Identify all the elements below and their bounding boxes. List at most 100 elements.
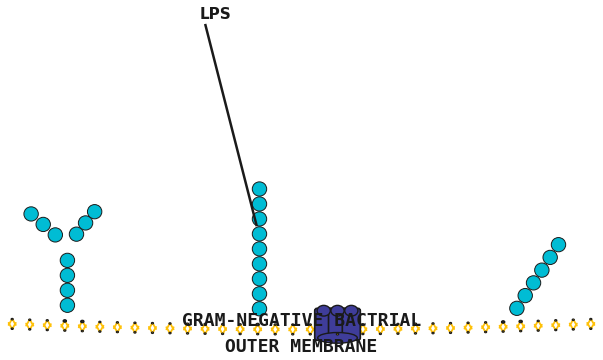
Circle shape xyxy=(24,207,39,221)
Circle shape xyxy=(252,197,267,211)
Text: GRAM-NEGATIVE BACTRIAL: GRAM-NEGATIVE BACTRIAL xyxy=(182,312,421,330)
Circle shape xyxy=(543,250,557,265)
Ellipse shape xyxy=(572,329,574,330)
Ellipse shape xyxy=(502,331,504,332)
Ellipse shape xyxy=(485,321,487,323)
Ellipse shape xyxy=(309,324,311,325)
Ellipse shape xyxy=(397,323,399,325)
Circle shape xyxy=(60,283,75,297)
Ellipse shape xyxy=(169,323,171,324)
Ellipse shape xyxy=(11,318,13,320)
Ellipse shape xyxy=(239,324,241,325)
Ellipse shape xyxy=(169,332,171,334)
Circle shape xyxy=(526,276,541,290)
Ellipse shape xyxy=(414,323,417,325)
Ellipse shape xyxy=(81,320,84,323)
Ellipse shape xyxy=(318,333,358,343)
Ellipse shape xyxy=(204,323,206,325)
FancyBboxPatch shape xyxy=(315,309,333,340)
Circle shape xyxy=(69,227,84,241)
Ellipse shape xyxy=(555,320,557,321)
Ellipse shape xyxy=(292,324,294,325)
Circle shape xyxy=(252,227,267,241)
Ellipse shape xyxy=(362,333,364,335)
Ellipse shape xyxy=(449,332,452,333)
Circle shape xyxy=(48,228,63,242)
Ellipse shape xyxy=(116,321,118,323)
Circle shape xyxy=(60,253,75,267)
Ellipse shape xyxy=(221,333,224,334)
Ellipse shape xyxy=(379,324,382,325)
Ellipse shape xyxy=(99,321,101,323)
Ellipse shape xyxy=(221,324,224,325)
Circle shape xyxy=(87,204,102,219)
Ellipse shape xyxy=(116,331,118,333)
Ellipse shape xyxy=(537,320,539,322)
Ellipse shape xyxy=(467,322,469,324)
Ellipse shape xyxy=(502,321,505,323)
Ellipse shape xyxy=(344,324,346,325)
Circle shape xyxy=(36,217,51,231)
Ellipse shape xyxy=(274,324,276,325)
Ellipse shape xyxy=(29,329,31,330)
Ellipse shape xyxy=(317,305,330,316)
Ellipse shape xyxy=(64,330,66,331)
Circle shape xyxy=(60,268,75,283)
Text: OUTER MEMBRANE: OUTER MEMBRANE xyxy=(226,338,377,356)
Circle shape xyxy=(252,287,267,301)
Ellipse shape xyxy=(520,321,522,322)
Ellipse shape xyxy=(204,333,206,334)
Ellipse shape xyxy=(519,320,522,323)
Ellipse shape xyxy=(432,323,434,324)
Ellipse shape xyxy=(63,320,66,322)
Ellipse shape xyxy=(134,322,136,324)
Ellipse shape xyxy=(467,332,469,333)
FancyBboxPatch shape xyxy=(329,309,347,340)
Ellipse shape xyxy=(590,328,592,329)
Ellipse shape xyxy=(46,320,48,321)
Circle shape xyxy=(252,242,267,256)
Ellipse shape xyxy=(239,333,241,335)
Circle shape xyxy=(252,212,267,226)
Circle shape xyxy=(535,263,549,277)
Circle shape xyxy=(252,272,267,286)
Text: LPS: LPS xyxy=(200,7,231,22)
Ellipse shape xyxy=(151,332,154,333)
Ellipse shape xyxy=(397,333,399,334)
Ellipse shape xyxy=(555,329,557,331)
Circle shape xyxy=(510,301,524,315)
Ellipse shape xyxy=(256,323,259,326)
Circle shape xyxy=(551,238,566,252)
Ellipse shape xyxy=(274,333,276,335)
Ellipse shape xyxy=(449,323,452,324)
FancyBboxPatch shape xyxy=(343,309,361,340)
Ellipse shape xyxy=(186,323,189,325)
Ellipse shape xyxy=(336,333,339,335)
Ellipse shape xyxy=(46,329,48,331)
Ellipse shape xyxy=(362,324,364,325)
Ellipse shape xyxy=(64,320,66,321)
Ellipse shape xyxy=(11,328,13,329)
Ellipse shape xyxy=(327,324,329,325)
Circle shape xyxy=(252,302,267,316)
Ellipse shape xyxy=(151,323,154,324)
Ellipse shape xyxy=(502,321,504,323)
Ellipse shape xyxy=(572,319,574,320)
Ellipse shape xyxy=(414,333,417,334)
Ellipse shape xyxy=(257,333,259,335)
Ellipse shape xyxy=(134,332,136,333)
Circle shape xyxy=(252,257,267,271)
Ellipse shape xyxy=(29,319,31,320)
Ellipse shape xyxy=(99,331,101,332)
Circle shape xyxy=(78,216,93,230)
Ellipse shape xyxy=(257,324,259,325)
Ellipse shape xyxy=(186,333,189,334)
Ellipse shape xyxy=(292,333,294,335)
Circle shape xyxy=(518,288,532,303)
Ellipse shape xyxy=(379,333,382,334)
Ellipse shape xyxy=(432,332,434,334)
Ellipse shape xyxy=(331,305,344,316)
Ellipse shape xyxy=(345,305,358,316)
Circle shape xyxy=(252,182,267,196)
Ellipse shape xyxy=(485,331,487,333)
